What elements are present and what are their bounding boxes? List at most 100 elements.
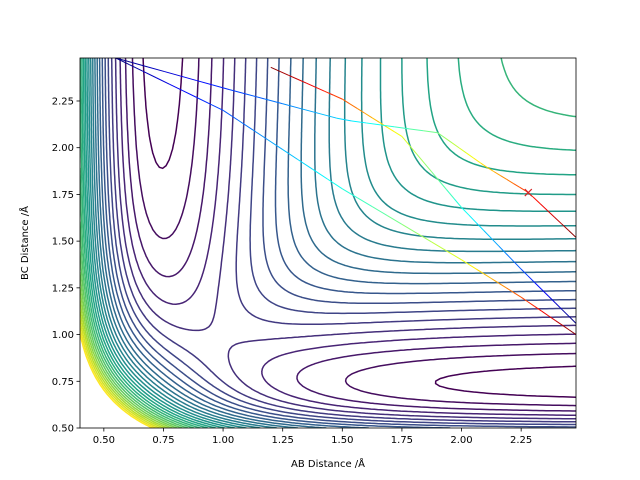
- trajectory-segment: [468, 264, 477, 270]
- contour-level-line: [110, 58, 576, 423]
- trajectory-segment: [163, 70, 181, 77]
- contour-level-line: [142, 58, 576, 398]
- contour-level-line: [80, 58, 576, 428]
- trajectory-segment: [505, 287, 514, 293]
- trajectory-segment: [409, 128, 424, 132]
- trajectory-segment: [401, 223, 418, 234]
- x-tick-label: 0.75: [152, 435, 174, 446]
- trajectory-segment: [371, 117, 380, 123]
- trajectory-segment: [534, 282, 543, 290]
- trajectory-segment: [548, 315, 556, 321]
- trajectory-segment: [366, 122, 381, 126]
- x-marker: [524, 188, 533, 197]
- contour-level-line: [124, 58, 576, 412]
- trajectory-segment: [513, 261, 522, 270]
- trajectory-segment: [468, 214, 477, 224]
- trajectory-segment: [438, 180, 448, 191]
- trajectory-segment: [300, 108, 319, 114]
- contour-level-line: [80, 299, 169, 428]
- contour-level-line: [80, 167, 195, 428]
- contour-level-line: [80, 221, 189, 428]
- trajectory-segment: [155, 77, 170, 85]
- trajectory-segment: [416, 232, 432, 243]
- trajectory-segment: [466, 152, 474, 159]
- trajectory-segment: [458, 147, 467, 154]
- y-tick-label: 1.50: [52, 237, 74, 248]
- trajectory-segment: [505, 253, 515, 262]
- y-tick-label: 0.50: [52, 424, 74, 435]
- contour-level-line: [80, 309, 165, 428]
- trajectory-segment: [209, 103, 224, 111]
- x-tick-label: 0.50: [93, 435, 115, 446]
- trajectory-segment: [267, 139, 283, 150]
- trajectory-segment: [282, 103, 301, 110]
- trajectory-segment: [416, 153, 425, 164]
- trajectory-segment: [562, 324, 570, 331]
- trajectory-segment: [297, 78, 307, 84]
- y-tick-label: 2.25: [52, 96, 74, 107]
- x-axis-ticks: 0.50 0.75 1.00 1.25 1.50 1.75 2.00 2.25: [93, 428, 532, 446]
- trajectory-segment: [532, 196, 541, 205]
- contour-level-line: [82, 58, 576, 428]
- trajectory-segment: [252, 129, 269, 141]
- trajectory-segment: [451, 142, 460, 149]
- trajectory-segment: [282, 149, 298, 160]
- trajectory-segment: [380, 124, 395, 128]
- contour-level-line: [80, 271, 178, 428]
- trajectory-segment: [386, 126, 395, 133]
- trajectory-segment: [128, 64, 143, 72]
- trajectory-segment: [498, 282, 507, 289]
- contour-level-line: [119, 58, 576, 417]
- trajectory-segment: [500, 175, 508, 180]
- trajectory-segment: [568, 316, 576, 324]
- trajectory-segment: [394, 131, 403, 137]
- trajectory-segment: [431, 241, 447, 252]
- contour-level-line: [101, 58, 576, 428]
- trajectory-segment: [555, 320, 563, 326]
- contour-level-line: [131, 58, 576, 407]
- trajectory-segment: [473, 157, 481, 164]
- trajectory-segment: [246, 93, 265, 100]
- trajectory-paths: [115, 58, 576, 335]
- trajectory-segment: [147, 66, 165, 72]
- trajectory-segment: [446, 189, 455, 199]
- trajectory-segment: [568, 329, 576, 335]
- trajectory-segment: [270, 66, 280, 72]
- contour-level-line: [98, 58, 576, 428]
- trajectory-segment: [169, 83, 184, 92]
- trajectory-segment: [541, 289, 549, 297]
- trajectory-segment: [401, 136, 410, 146]
- trajectory-segment: [212, 84, 230, 90]
- contour-lines: [80, 58, 576, 428]
- trajectory-segment: [142, 70, 157, 79]
- y-tick-label: 0.75: [52, 377, 74, 388]
- trajectory-segment: [520, 268, 529, 277]
- y-axis-ticks: 0.50 0.75 1.00 1.25 1.50 1.75 2.00 2.25: [52, 96, 80, 435]
- contour-level-line: [86, 58, 576, 428]
- trajectory-segment: [461, 207, 470, 216]
- trajectory-segment: [182, 90, 197, 98]
- contour-level-line: [80, 318, 161, 428]
- trajectory-segment: [527, 301, 536, 307]
- x-tick-label: 1.25: [272, 435, 294, 446]
- contour-level-line: [84, 58, 576, 428]
- trajectory-segment: [561, 223, 570, 232]
- trajectory-segment: [196, 79, 213, 86]
- trajectory-segment: [288, 74, 298, 80]
- trajectory-segment: [333, 94, 343, 100]
- trajectory-segment: [228, 89, 248, 95]
- trajectory-segment: [539, 203, 548, 211]
- trajectory-segment: [491, 278, 500, 284]
- contour-level-line: [80, 332, 154, 428]
- contour-level-line: [107, 58, 576, 426]
- x-tick-label: 1.50: [331, 435, 353, 446]
- trajectory-segment: [394, 126, 410, 130]
- trajectory-segment: [306, 82, 316, 88]
- trajectory-segment: [476, 268, 485, 275]
- trajectory-segment: [342, 188, 358, 199]
- y-tick-label: 2.00: [52, 143, 74, 154]
- contour-level-line: [89, 58, 576, 428]
- trajectory-segment: [180, 75, 197, 81]
- trajectory-segment: [371, 206, 388, 216]
